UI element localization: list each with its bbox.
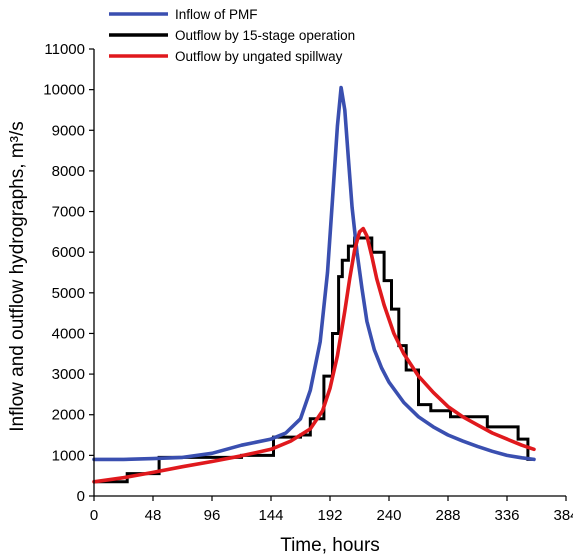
plot-area [92, 85, 536, 484]
x-tick-label: 144 [258, 507, 283, 524]
y-tick-label: 4000 [52, 325, 85, 342]
y-tick-label: 7000 [52, 204, 85, 221]
x-tick-label: 384 [553, 507, 573, 524]
y-tick-label: 1000 [52, 447, 85, 464]
x-tick-label: 240 [376, 507, 401, 524]
y-axis-title: Inflow and outflow hydrographs, m³/s [7, 121, 28, 432]
x-tick-label: 96 [204, 507, 221, 524]
x-tick-label: 336 [494, 507, 519, 524]
x-axis-title: Time, hours [280, 535, 380, 554]
legend-label-inflow-of-pmf: Inflow of PMF [175, 7, 258, 22]
axes: 0 48 96 144 192 240 288 336 384 0 1000 2000 3000 4000… [43, 41, 573, 524]
y-tick-label: 8000 [52, 163, 85, 180]
x-tick-label: 48 [145, 507, 162, 524]
y-tick-label: 6000 [52, 244, 85, 261]
y-tick-label: 2000 [52, 407, 85, 424]
x-tick-label: 288 [435, 507, 460, 524]
x-tick-label: 192 [317, 507, 342, 524]
y-tick-label: 9000 [52, 122, 85, 139]
legend-label-outflow-by-ungated-spillway: Outflow by ungated spillway [175, 49, 343, 64]
series-line-outflow-by-ungated-spillway [92, 226, 536, 484]
y-tick-label: 5000 [52, 285, 85, 302]
legend: Inflow of PMF Outflow by 15-stage operati… [109, 7, 355, 64]
series-line-outflow-by-15-stage-operation [92, 236, 536, 484]
y-tick-label: 10000 [43, 82, 85, 99]
series-line-inflow-of-pmf [92, 85, 536, 462]
legend-label-outflow-by-15-stage-operation: Outflow by 15-stage operation [175, 28, 355, 43]
y-tick-label: 11000 [44, 41, 85, 58]
x-tick-label: 0 [90, 507, 98, 524]
y-tick-label: 3000 [52, 366, 85, 383]
y-tick-label: 0 [77, 488, 85, 505]
